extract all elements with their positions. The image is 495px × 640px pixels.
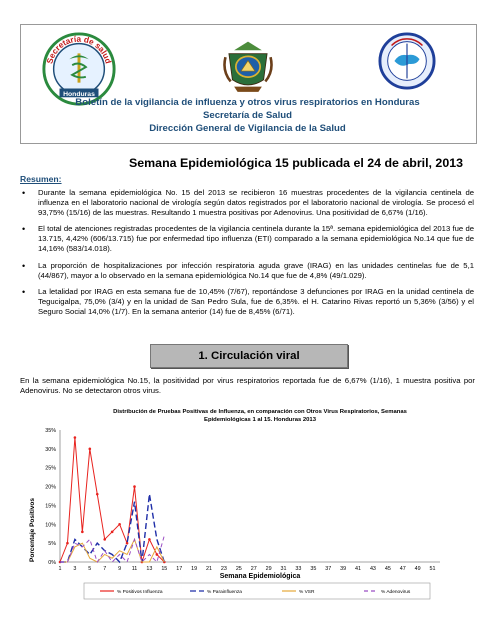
positivity-line-chart: Distribución de Pruebas Positivas de Inf… (29, 409, 440, 600)
x-tick-label: 31 (281, 566, 287, 572)
legend-label: % Positivos Influenza (117, 589, 163, 595)
summary-list: Durante la semana epidemiológica No. 15 … (20, 188, 474, 323)
x-tick-label: 9 (118, 566, 121, 572)
x-tick-label: 45 (385, 566, 391, 572)
x-tick-label: 13 (146, 566, 152, 572)
series-point (73, 436, 77, 439)
summary-label: Resumen: (20, 174, 62, 184)
series-line-2 (60, 494, 165, 564)
y-tick-label: 30% (45, 447, 56, 453)
x-tick-label: 41 (355, 566, 361, 572)
y-tick-label: 10% (45, 522, 56, 528)
x-tick-label: 43 (370, 566, 376, 572)
chart-x-label: Semana Epidemiológica (220, 573, 301, 580)
x-tick-label: 1 (59, 566, 62, 572)
bulletin-title: Boletín de la vigilancia de influenza y … (75, 97, 420, 108)
y-tick-label: 15% (45, 503, 56, 509)
chart-y-label: Porcentaje Positivos (29, 498, 36, 562)
y-tick-label: 25% (45, 466, 56, 472)
series-point (155, 553, 159, 556)
series-point (125, 541, 129, 545)
series-line-3 (60, 538, 165, 563)
x-tick-label: 39 (340, 566, 346, 572)
y-tick-label: 20% (45, 485, 56, 491)
summary-item: Durante la semana epidemiológica No. 15 … (20, 188, 474, 218)
y-tick-label: 35% (45, 428, 56, 434)
chart-axes: 0%5%10%15%20%25%30%35%1 3 5 7 9 11 13 15 17 19 21 2… (45, 428, 440, 572)
section-heading-circulacion-viral: 1. Circulación viral (150, 344, 348, 368)
legend-label: % Parainfluenza (207, 589, 242, 595)
chart-container: Distribución de Pruebas Positivas de Inf… (20, 400, 475, 620)
series-point (118, 522, 121, 526)
x-tick-label: 23 (221, 566, 227, 572)
chart-title-line1: Distribución de Pruebas Positivas de Inf… (113, 409, 408, 415)
y-tick-label: 5% (48, 541, 56, 547)
x-tick-label: 47 (400, 566, 406, 572)
legend-label: % Adenovirus (381, 589, 411, 595)
x-tick-label: 27 (251, 566, 257, 572)
series-point (103, 538, 107, 541)
chart-series-group (58, 436, 166, 564)
x-tick-label: 51 (430, 566, 436, 572)
series-line-4 (60, 535, 165, 564)
series-point (88, 447, 92, 451)
chart-title-line2: Epidemiológicas 1 al 15. Honduras 2013 (204, 417, 317, 423)
series-point (81, 530, 84, 534)
honduras-coat-of-arms-icon (223, 41, 273, 92)
directorate-name: Dirección General de Vigilancia de la Sa… (149, 123, 346, 134)
x-tick-label: 37 (325, 566, 331, 572)
x-tick-label: 21 (206, 566, 212, 572)
seal-bottom-text: Honduras (63, 91, 95, 98)
summary-item: La letalidad por IRAG en esta semana fue… (20, 287, 474, 317)
x-tick-label: 19 (191, 566, 197, 572)
x-tick-label: 15 (161, 566, 167, 572)
vigilancia-salud-seal-icon (378, 32, 436, 90)
x-tick-label: 3 (73, 566, 76, 572)
x-tick-label: 33 (295, 566, 301, 572)
series-point (66, 541, 69, 545)
x-tick-label: 49 (415, 566, 421, 572)
secretaria-salud-seal-icon: Secretaría de salud Honduras (42, 32, 116, 106)
x-tick-label: 17 (176, 566, 182, 572)
x-tick-label: 35 (310, 566, 316, 572)
week-title: Semana Epidemiológica 15 publicada el 24… (129, 156, 463, 170)
legend-frame (83, 582, 431, 600)
legend-label: % VSR (299, 589, 315, 595)
series-point (148, 538, 151, 541)
series-point (110, 530, 114, 534)
chart-legend: % Positivos Influenza % Parainfluenza % VS… (83, 582, 431, 600)
series-point (95, 492, 99, 496)
x-tick-label: 5 (88, 566, 91, 572)
summary-item: La proporción de hospitalizaciones por i… (20, 261, 474, 281)
x-tick-label: 29 (266, 566, 272, 572)
summary-item: El total de atenciones registradas proce… (20, 224, 474, 254)
circulation-paragraph: En la semana epidemiológica No.15, la po… (20, 376, 475, 396)
ministry-name: Secretaría de Salud (202, 110, 293, 121)
x-tick-label: 7 (103, 566, 106, 572)
x-tick-label: 25 (236, 566, 242, 572)
series-point (133, 485, 136, 488)
y-tick-label: 0% (48, 560, 56, 566)
x-tick-label: 11 (132, 566, 138, 572)
